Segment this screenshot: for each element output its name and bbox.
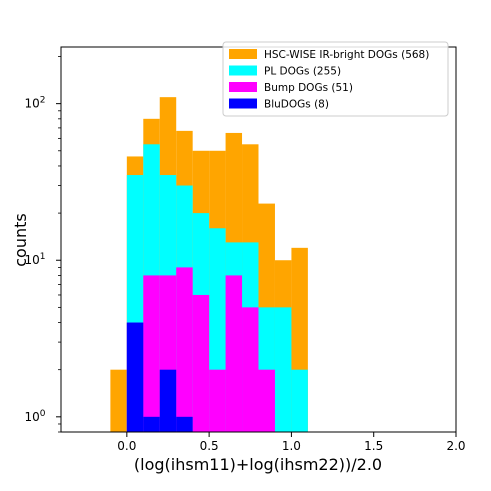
histogram-bars [110, 97, 308, 433]
legend-label-3: BluDOGs (8) [264, 99, 329, 111]
bar-series-2-bin-8 [242, 307, 259, 432]
legend-label-0: HSC-WISE IR-bright DOGs (568) [264, 49, 429, 61]
x-tick-label-2: 1.0 [282, 439, 301, 453]
y-tick-label-1: 101 [24, 252, 45, 267]
bar-series-2-bin-2 [143, 275, 160, 432]
bar-series-3-bin-3 [159, 369, 177, 432]
x-tick-label-0: 0.0 [117, 439, 136, 453]
x-tick-label-1: 0.5 [200, 439, 219, 453]
y-tick-label-2: 102 [24, 96, 45, 111]
bar-series-1-bin-10 [274, 307, 292, 432]
legend-swatch-0 [229, 49, 257, 59]
legend-box [222, 41, 449, 117]
bar-series-3-bin-2 [143, 416, 160, 432]
bar-series-2-bin-9 [258, 369, 275, 432]
legend-swatch-2 [229, 82, 257, 92]
bar-series-1-bin-11 [291, 369, 308, 432]
bar-series-0-bin-0 [110, 369, 127, 432]
bar-series-2-bin-6 [209, 369, 226, 432]
bar-series-3-bin-1 [126, 322, 144, 432]
legend-swatch-3 [229, 98, 257, 109]
bar-series-2-bin-7 [225, 275, 243, 432]
y-tick-label-0: 100 [24, 409, 45, 424]
x-tick-label-3: 1.5 [364, 439, 383, 453]
legend-label-2: Bump DOGs (51) [264, 82, 353, 94]
x-axis-label: (log(ihsm11)+log(ihsm22))/2.0 [134, 455, 382, 474]
y-axis-label: counts [11, 213, 30, 266]
legend-label-1: PL DOGs (255) [264, 66, 341, 78]
legend: HSC-WISE IR-bright DOGs (568) PL DOGs (25… [222, 41, 449, 117]
x-tick-label-4: 2.0 [446, 439, 465, 453]
y-axis: 100 101 102 [24, 56, 61, 433]
x-axis: 0.0 0.5 1.0 1.5 2.0 [117, 432, 466, 453]
bar-series-2-bin-5 [192, 294, 210, 432]
legend-swatch-1 [229, 65, 257, 76]
bar-series-3-bin-4 [176, 416, 193, 432]
bar-series-2-bin-4 [176, 267, 193, 432]
